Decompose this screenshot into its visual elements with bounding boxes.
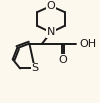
Text: OH: OH bbox=[79, 39, 96, 49]
Text: S: S bbox=[31, 63, 38, 73]
Text: O: O bbox=[47, 1, 55, 11]
Text: N: N bbox=[47, 27, 55, 37]
Text: O: O bbox=[58, 55, 67, 65]
